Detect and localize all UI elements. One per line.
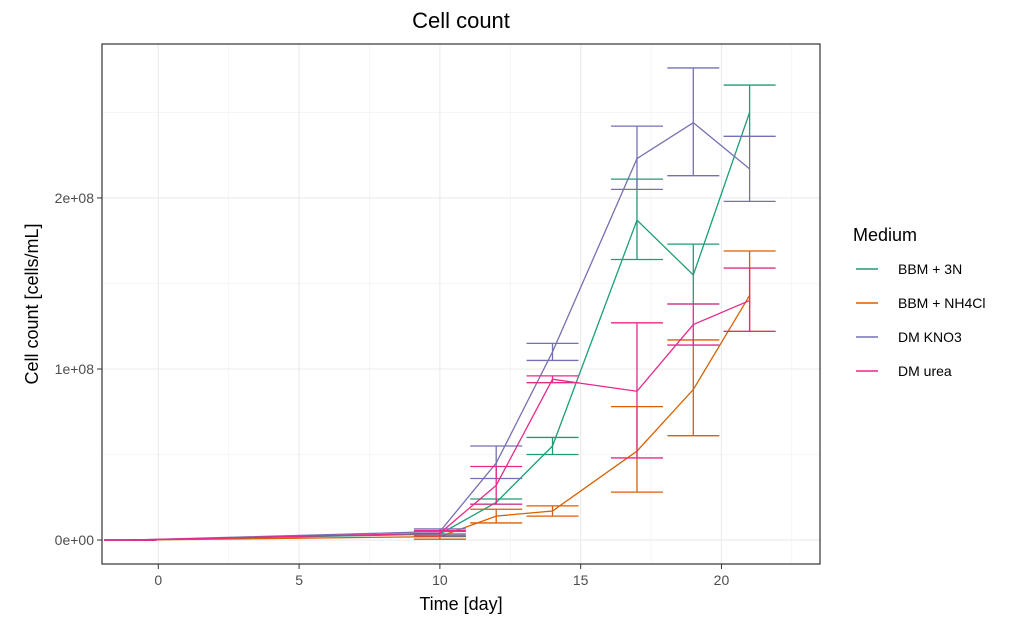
chart-title: Cell count: [412, 8, 510, 33]
grid: [102, 44, 820, 564]
x-tick-label: 10: [432, 572, 448, 588]
legend-label: BBM + 3N: [898, 261, 962, 277]
y-axis-title: Cell count [cells/mL]: [22, 223, 42, 384]
series-dm-urea: [104, 267, 776, 541]
legend-title: Medium: [853, 225, 917, 245]
series-layer: [104, 67, 776, 541]
series-line: [130, 299, 750, 541]
y-tick-label: 1e+08: [55, 361, 95, 377]
plot-panel-border: [101, 43, 821, 565]
x-tick-label: 15: [573, 572, 589, 588]
axes: 0 5 10 15 20 0e+00 1e+08 2e+08: [55, 190, 730, 588]
legend-label: BBM + NH4Cl: [898, 295, 986, 311]
legend-label: DM urea: [898, 363, 952, 379]
legend: Medium BBM + 3N BBM + NH4Cl DM KNO3 DM urea: [853, 225, 986, 379]
x-tick-label: 20: [714, 572, 730, 588]
y-tick-label: 0e+00: [55, 532, 95, 548]
x-tick-label: 5: [295, 572, 303, 588]
series-line: [130, 295, 751, 541]
y-tick-label: 2e+08: [55, 190, 95, 206]
x-tick-label: 0: [154, 572, 162, 588]
x-axis-title: Time [day]: [419, 594, 502, 614]
legend-label: DM KNO3: [898, 329, 962, 345]
